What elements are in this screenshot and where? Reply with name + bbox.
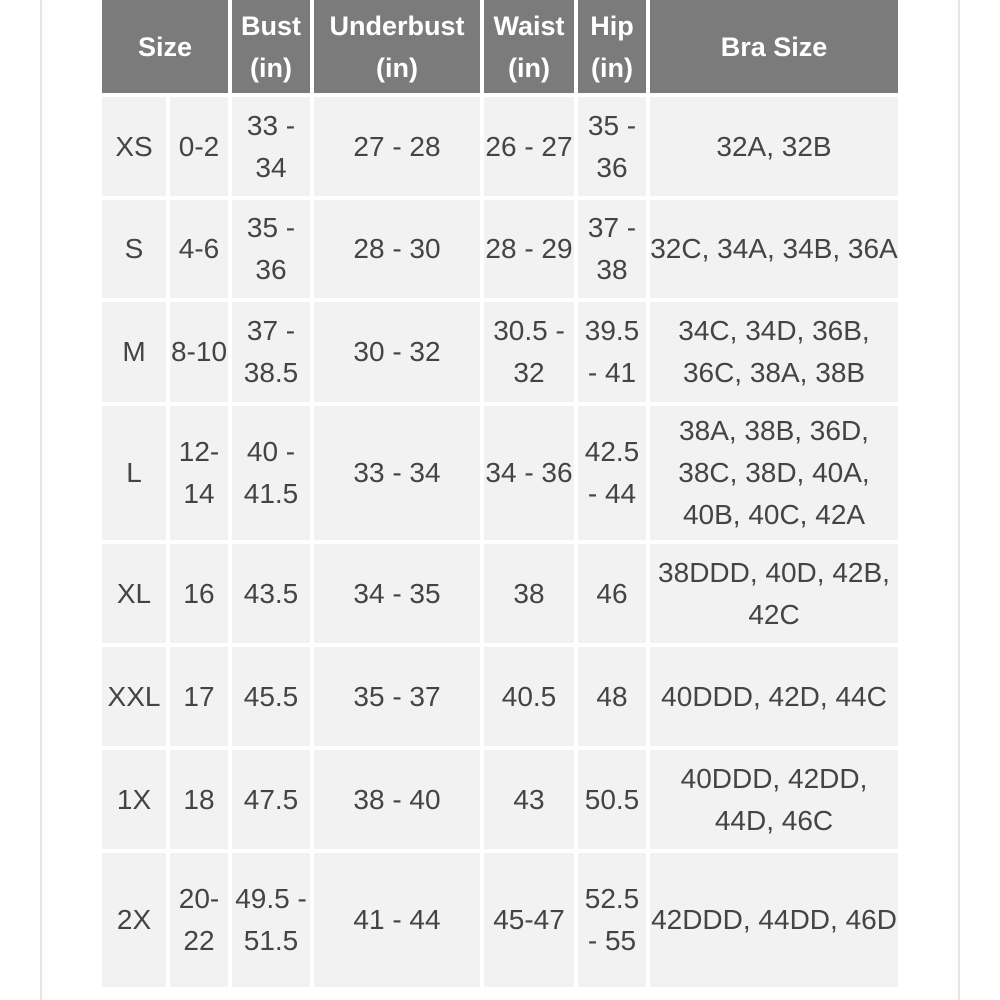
header-cell: Bust (in): [232, 0, 310, 93]
table-cell: XXL: [102, 647, 166, 746]
table-cell: 34 - 35: [314, 544, 480, 643]
table-cell: 18: [170, 750, 228, 849]
table-cell: 33 - 34: [232, 97, 310, 196]
table-cell: 28 - 30: [314, 200, 480, 298]
table-cell: S: [102, 200, 166, 298]
table-cell: 43: [484, 750, 574, 849]
table-cell: M: [102, 302, 166, 402]
table-cell: 28 - 29: [484, 200, 574, 298]
size-row: XL 16 43.5 34 - 35 38 46 38DDD, 40D, 42B, 42C: [102, 544, 898, 643]
table-cell: 43.5: [232, 544, 310, 643]
table-cell: 49.5 - 51.5: [232, 853, 310, 987]
table-cell: 12-14: [170, 406, 228, 540]
table-cell: 47.5: [232, 750, 310, 849]
table-cell: XS: [102, 97, 166, 196]
table-cell: 40.5: [484, 647, 574, 746]
table-cell: 8-10: [170, 302, 228, 402]
page-edge: [40, 0, 42, 1000]
size-row: XS 0-2 33 - 34 27 - 28 26 - 27 35 - 36 32A, 32…: [102, 97, 898, 196]
table-cell: 38: [484, 544, 574, 643]
header-cell: Waist (in): [484, 0, 574, 93]
header-cell: Bra Size: [650, 0, 898, 93]
table-cell: 32A, 32B: [650, 97, 898, 196]
table-cell: 34C, 34D, 36B, 36C, 38A, 38B: [650, 302, 898, 402]
table-cell: 37 - 38: [578, 200, 646, 298]
table-cell: 38 - 40: [314, 750, 480, 849]
size-table: Size Bust (in) Underbust (in) Waist (in) Hip…: [98, 0, 902, 991]
table-cell: L: [102, 406, 166, 540]
size-row: 1X 18 47.5 38 - 40 43 50.5 40DDD, 42DD, 44D, 4…: [102, 750, 898, 849]
table-cell: 40DDD, 42D, 44C: [650, 647, 898, 746]
table-cell: 34 - 36: [484, 406, 574, 540]
table-cell: 35 - 36: [578, 97, 646, 196]
size-row: 2X 20-22 49.5 - 51.5 41 - 44 45-47 52.5 - 55 4…: [102, 853, 898, 987]
table-cell: 16: [170, 544, 228, 643]
table-cell: 26 - 27: [484, 97, 574, 196]
table-cell: 46: [578, 544, 646, 643]
table-cell: 30.5 - 32: [484, 302, 574, 402]
table-cell: 37 - 38.5: [232, 302, 310, 402]
table-cell: 35 - 37: [314, 647, 480, 746]
table-cell: 50.5: [578, 750, 646, 849]
table-cell: 42.5 - 44: [578, 406, 646, 540]
table-cell: 52.5 - 55: [578, 853, 646, 987]
header-cell: Hip (in): [578, 0, 646, 93]
table-cell: 32C, 34A, 34B, 36A: [650, 200, 898, 298]
table-cell: 38DDD, 40D, 42B, 42C: [650, 544, 898, 643]
page-edge: [958, 0, 960, 1000]
table-cell: XL: [102, 544, 166, 643]
table-cell: 38A, 38B, 36D, 38C, 38D, 40A, 40B, 40C, …: [650, 406, 898, 540]
table-cell: 48: [578, 647, 646, 746]
table-cell: 30 - 32: [314, 302, 480, 402]
header-cell: Size: [102, 0, 228, 93]
table-cell: 45-47: [484, 853, 574, 987]
table-cell: 20-22: [170, 853, 228, 987]
table-cell: 35 - 36: [232, 200, 310, 298]
size-row: L 12-14 40 - 41.5 33 - 34 34 - 36 42.5 - 44 38…: [102, 406, 898, 540]
size-row: XXL 17 45.5 35 - 37 40.5 48 40DDD, 42D, 44C: [102, 647, 898, 746]
table-cell: 2X: [102, 853, 166, 987]
table-cell: 4-6: [170, 200, 228, 298]
size-row: M 8-10 37 - 38.5 30 - 32 30.5 - 32 39.5 - 41 3…: [102, 302, 898, 402]
table-cell: 40DDD, 42DD, 44D, 46C: [650, 750, 898, 849]
table-cell: 27 - 28: [314, 97, 480, 196]
table-cell: 1X: [102, 750, 166, 849]
table-cell: 33 - 34: [314, 406, 480, 540]
table-cell: 40 - 41.5: [232, 406, 310, 540]
table-cell: 17: [170, 647, 228, 746]
table-cell: 42DDD, 44DD, 46D: [650, 853, 898, 987]
header-cell: Underbust (in): [314, 0, 480, 93]
table-cell: 41 - 44: [314, 853, 480, 987]
table-cell: 0-2: [170, 97, 228, 196]
header-row: Size Bust (in) Underbust (in) Waist (in) Hip…: [102, 0, 898, 93]
size-row: S 4-6 35 - 36 28 - 30 28 - 29 37 - 38 32C, 34A…: [102, 200, 898, 298]
table-cell: 39.5 - 41: [578, 302, 646, 402]
table-cell: 45.5: [232, 647, 310, 746]
size-chart: Size Bust (in) Underbust (in) Waist (in) Hip…: [98, 0, 902, 991]
